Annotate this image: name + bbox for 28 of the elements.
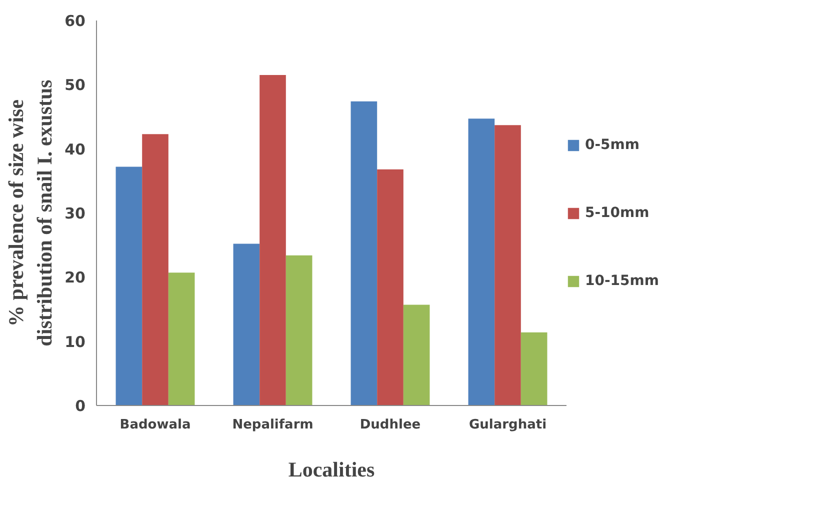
bar — [116, 166, 142, 406]
bar — [468, 118, 495, 406]
x-axis-title: Localities — [288, 458, 375, 482]
x-tick-label: Nepalifarm — [232, 418, 314, 432]
y-tick-label: 50 — [64, 76, 86, 94]
y-tick-label: 30 — [64, 204, 86, 222]
bar — [260, 75, 286, 406]
bar — [350, 101, 378, 406]
x-tick-label: Dudhlee — [360, 418, 421, 432]
x-tick-label: Gularghati — [468, 418, 547, 432]
bar — [168, 272, 195, 406]
bar — [403, 304, 430, 406]
y-axis-title: % prevalence of size wise distribution of snail I. exustus — [4, 80, 57, 346]
legend-label: 0-5mm — [585, 136, 640, 152]
legend-label: 5-10mm — [585, 204, 650, 220]
y-tick-label: 0 — [75, 397, 86, 415]
bar — [233, 244, 260, 406]
bar — [520, 332, 548, 406]
bar — [494, 125, 521, 406]
legend-label: 10-15mm — [585, 272, 659, 288]
bar — [377, 169, 404, 406]
bar — [286, 255, 312, 406]
y-tick-label: 20 — [64, 268, 86, 287]
x-tick-label: Badowala — [120, 418, 191, 432]
y-tick-label: 10 — [64, 332, 86, 351]
y-tick-label: 60 — [64, 12, 86, 30]
y-tick-label: 40 — [64, 140, 86, 158]
bar — [142, 134, 168, 406]
